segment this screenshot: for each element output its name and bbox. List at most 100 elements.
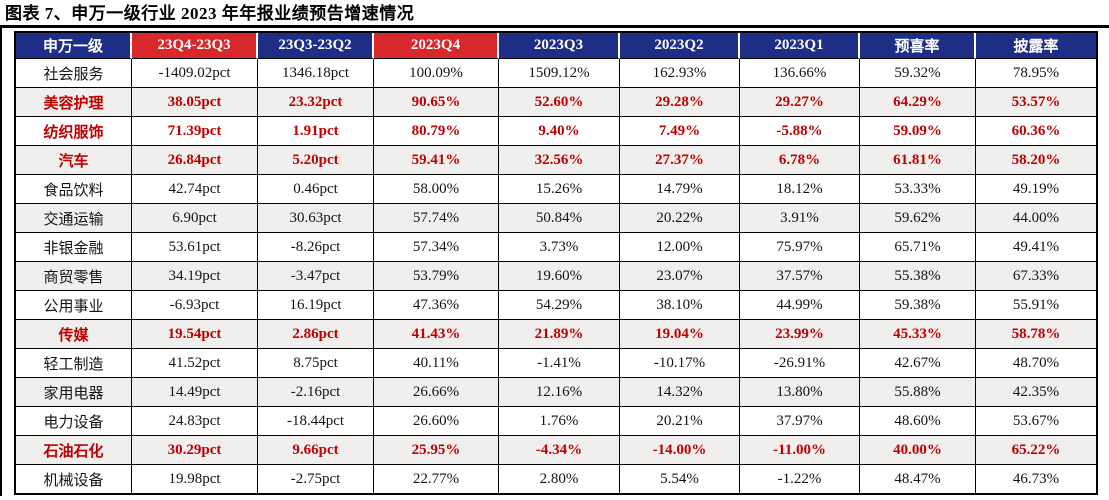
value-cell: 45.33% [860, 320, 976, 349]
value-cell: 21.89% [499, 320, 620, 349]
value-cell: 1346.18pct [258, 59, 374, 88]
column-header-7: 2023Q1 [740, 33, 860, 59]
value-cell: 90.65% [374, 88, 499, 117]
value-cell: 65.22% [976, 436, 1098, 465]
value-cell: 53.33% [860, 175, 976, 204]
value-cell: -3.47pct [258, 262, 374, 291]
industry-name-cell: 商贸零售 [16, 262, 132, 291]
value-cell: 55.88% [860, 378, 976, 407]
table-row: 汽车 26.84pct 5.20pct 59.41% 32.56% 27.37% 6.78%… [16, 146, 1098, 175]
table-row: 公用事业 -6.93pct 16.19pct 47.36% 54.29% 38.10% 44… [16, 291, 1098, 320]
value-cell: 7.49% [620, 117, 740, 146]
value-cell: 14.32% [620, 378, 740, 407]
value-cell: 22.77% [374, 465, 499, 495]
industry-name-cell: 家用电器 [16, 378, 132, 407]
value-cell: 58.00% [374, 175, 499, 204]
value-cell: 64.29% [860, 88, 976, 117]
value-cell: 9.40% [499, 117, 620, 146]
value-cell: 1509.12% [499, 59, 620, 88]
value-cell: -14.00% [620, 436, 740, 465]
table-row: 轻工制造 41.52pct 8.75pct 40.11% -1.41% -10.17% -2… [16, 349, 1098, 378]
value-cell: 41.43% [374, 320, 499, 349]
value-cell: 1.91pct [258, 117, 374, 146]
value-cell: 57.74% [374, 204, 499, 233]
value-cell: 3.91% [740, 204, 860, 233]
value-cell: 20.22% [620, 204, 740, 233]
industry-name-cell: 传媒 [16, 320, 132, 349]
value-cell: 61.81% [860, 146, 976, 175]
table-row: 石油石化 30.29pct 9.66pct 25.95% -4.34% -14.00% -1… [16, 436, 1098, 465]
value-cell: 37.97% [740, 407, 860, 436]
value-cell: 26.84pct [132, 146, 258, 175]
value-cell: 41.52pct [132, 349, 258, 378]
industry-name-cell: 电力设备 [16, 407, 132, 436]
column-header-5: 2023Q3 [499, 33, 620, 59]
value-cell: 48.70% [976, 349, 1098, 378]
industry-name-cell: 交通运输 [16, 204, 132, 233]
value-cell: 59.32% [860, 59, 976, 88]
industry-name-cell: 非银金融 [16, 233, 132, 262]
table-row: 非银金融 53.61pct -8.26pct 57.34% 3.73% 12.00% 75.… [16, 233, 1098, 262]
column-header-1: 申万一级 [16, 33, 132, 59]
value-cell: 80.79% [374, 117, 499, 146]
value-cell: -6.93pct [132, 291, 258, 320]
value-cell: 54.29% [499, 291, 620, 320]
value-cell: 12.16% [499, 378, 620, 407]
value-cell: -18.44pct [258, 407, 374, 436]
column-header-4: 2023Q4 [374, 33, 499, 59]
figure-title: 图表 7、申万一级行业 2023 年年报业绩预告增速情况 [5, 4, 415, 23]
table-row: 商贸零售 34.19pct -3.47pct 53.79% 19.60% 23.07% 37… [16, 262, 1098, 291]
value-cell: 19.98pct [132, 465, 258, 495]
value-cell: 78.95% [976, 59, 1098, 88]
value-cell: 1.76% [499, 407, 620, 436]
value-cell: 27.37% [620, 146, 740, 175]
value-cell: 16.19pct [258, 291, 374, 320]
table-row: 社会服务 -1409.02pct 1346.18pct 100.09% 1509.12%… [16, 59, 1098, 88]
value-cell: 0.46pct [258, 175, 374, 204]
value-cell: 44.99% [740, 291, 860, 320]
value-cell: 60.36% [976, 117, 1098, 146]
value-cell: 19.54pct [132, 320, 258, 349]
industry-name-cell: 公用事业 [16, 291, 132, 320]
value-cell: 30.29pct [132, 436, 258, 465]
value-cell: -1409.02pct [132, 59, 258, 88]
industry-name-cell: 美容护理 [16, 88, 132, 117]
value-cell: 59.41% [374, 146, 499, 175]
column-header-8: 预喜率 [860, 33, 976, 59]
left-edge-rule [0, 25, 2, 496]
value-cell: 42.67% [860, 349, 976, 378]
table-row: 机械设备 19.98pct -2.75pct 22.77% 2.80% 5.54% -1.2… [16, 465, 1098, 495]
table-row: 交通运输 6.90pct 30.63pct 57.74% 50.84% 20.22% 3.9… [16, 204, 1098, 233]
value-cell: 2.86pct [258, 320, 374, 349]
value-cell: 20.21% [620, 407, 740, 436]
value-cell: 55.38% [860, 262, 976, 291]
value-cell: 6.78% [740, 146, 860, 175]
value-cell: 24.83pct [132, 407, 258, 436]
value-cell: 42.35% [976, 378, 1098, 407]
industry-name-cell: 食品饮料 [16, 175, 132, 204]
value-cell: 37.57% [740, 262, 860, 291]
value-cell: 19.60% [499, 262, 620, 291]
value-cell: 8.75pct [258, 349, 374, 378]
header-row: 申万一级 23Q4-23Q3 23Q3-23Q2 2023Q4 2023Q3 2023Q2… [16, 33, 1098, 59]
value-cell: 48.60% [860, 407, 976, 436]
value-cell: 29.27% [740, 88, 860, 117]
value-cell: 48.47% [860, 465, 976, 495]
value-cell: 58.78% [976, 320, 1098, 349]
value-cell: 5.54% [620, 465, 740, 495]
table-row: 美容护理 38.05pct 23.32pct 90.65% 52.60% 29.28% 29… [16, 88, 1098, 117]
column-header-9: 披露率 [976, 33, 1098, 59]
column-header-2: 23Q4-23Q3 [132, 33, 258, 59]
table-row: 纺织服饰 71.39pct 1.91pct 80.79% 9.40% 7.49% -5.88… [16, 117, 1098, 146]
value-cell: 49.41% [976, 233, 1098, 262]
industry-name-cell: 机械设备 [16, 465, 132, 495]
value-cell: 42.74pct [132, 175, 258, 204]
industry-name-cell: 石油石化 [16, 436, 132, 465]
value-cell: 75.97% [740, 233, 860, 262]
value-cell: 15.26% [499, 175, 620, 204]
value-cell: 40.11% [374, 349, 499, 378]
value-cell: 14.79% [620, 175, 740, 204]
value-cell: 53.67% [976, 407, 1098, 436]
value-cell: 44.00% [976, 204, 1098, 233]
value-cell: 67.33% [976, 262, 1098, 291]
